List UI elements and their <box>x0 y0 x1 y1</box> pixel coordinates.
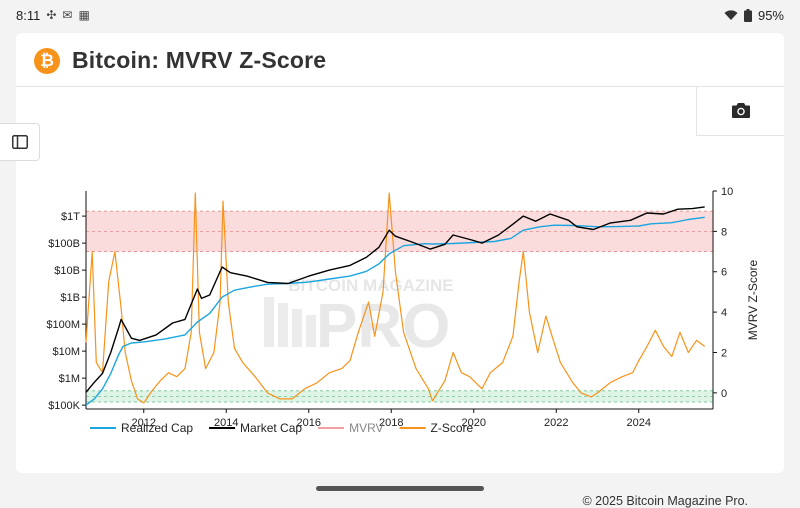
battery-percent: 95% <box>757 7 784 23</box>
home-indicator <box>316 486 484 491</box>
bitcoin-icon: ₿ <box>34 47 60 74</box>
legend-item: MVRV <box>318 421 384 435</box>
left-tick-label: $10M <box>52 346 80 358</box>
legend-item: Realized Cap <box>90 421 193 435</box>
chart-axes <box>85 191 714 410</box>
watermark: BITCOIN MAGAZINE PRO <box>264 276 454 361</box>
watermark-line2: PRO <box>316 292 450 361</box>
series-realized-cap <box>85 216 705 406</box>
right-tick-label: 4 <box>721 307 727 319</box>
status-bar: 8:11 ✣ ✉ ▦ 95% <box>0 0 800 30</box>
watermark-line1: BITCOIN MAGAZINE <box>288 276 453 295</box>
legend-item: Market Cap <box>209 421 302 435</box>
legend-label: Realized Cap <box>121 421 193 435</box>
left-tick-label: $100B <box>48 238 80 250</box>
right-tick-label: 0 <box>721 388 727 400</box>
mail-icon: ✉ <box>62 8 73 22</box>
left-tick-label: $1M <box>59 373 80 385</box>
chart-card: ₿ Bitcoin: MVRV Z-Score BITCOIN MAGAZINE… <box>16 33 784 508</box>
title-row: ₿ Bitcoin: MVRV Z-Score <box>34 47 326 74</box>
left-tick-label: $1B <box>60 292 80 304</box>
left-tick-label: $10B <box>54 265 80 277</box>
right-axis-ticks: 0 2 4 6 8 10 <box>713 186 733 400</box>
series-z-score <box>85 192 706 404</box>
status-left: 8:11 ✣ ✉ ▦ <box>16 8 90 23</box>
wifi-icon <box>724 10 738 20</box>
status-right: 95% <box>724 8 784 23</box>
right-tick-label: 8 <box>721 226 727 238</box>
chart-lines <box>85 192 706 406</box>
right-tick-label: 10 <box>721 186 733 198</box>
left-tick-label: $100M <box>46 319 80 331</box>
x-tick-label: 2020 <box>462 417 486 429</box>
series-market-cap <box>85 206 705 393</box>
x-tick-label: 2022 <box>544 417 568 429</box>
sidebar-toggle-icon <box>11 135 28 149</box>
chart-frame <box>16 86 784 478</box>
x-tick-label: 2018 <box>379 417 403 429</box>
battery-icon <box>743 8 752 22</box>
x-tick-label: 2014 <box>214 417 238 429</box>
x-tick-label: 2016 <box>297 417 321 429</box>
left-tick-label: $100K <box>48 400 80 412</box>
legend-item: Z-Score <box>399 421 474 435</box>
legend-label: Market Cap <box>240 421 302 435</box>
legend-label: Z-Score <box>431 421 474 435</box>
watermark-logo <box>264 297 316 347</box>
camera-icon <box>731 103 750 118</box>
right-tick-label: 2 <box>721 347 727 359</box>
chart-bands <box>86 210 713 403</box>
status-time: 8:11 <box>16 7 41 23</box>
left-tick-label: $1T <box>61 211 80 223</box>
legend-label: MVRV <box>349 421 383 435</box>
fan-icon: ✣ <box>46 8 57 22</box>
right-axis-label: MVRV Z-Score <box>746 259 760 340</box>
camera-button[interactable] <box>696 86 784 136</box>
right-tick-label: 6 <box>721 267 727 279</box>
left-axis-ticks: $100K $1M $10M $100M $1B $10B $100B $1T <box>46 211 86 412</box>
x-tick-label: 2024 <box>627 417 651 429</box>
x-axis-ticks: 2012 2014 2016 2018 2020 2022 2024 <box>132 409 651 429</box>
x-tick-label: 2012 <box>132 417 156 429</box>
page-title: Bitcoin: MVRV Z-Score <box>72 47 327 73</box>
chart-legend: Realized Cap Market Cap MVRV Z-Score <box>90 421 474 435</box>
grid-icon: ▦ <box>78 8 90 22</box>
copyright: © 2025 Bitcoin Magazine Pro. <box>582 494 748 508</box>
sidebar-toggle-button[interactable] <box>0 123 40 161</box>
mvrv-chart: BITCOIN MAGAZINE PRO $100K$1M$10M$100M$1… <box>46 186 760 435</box>
